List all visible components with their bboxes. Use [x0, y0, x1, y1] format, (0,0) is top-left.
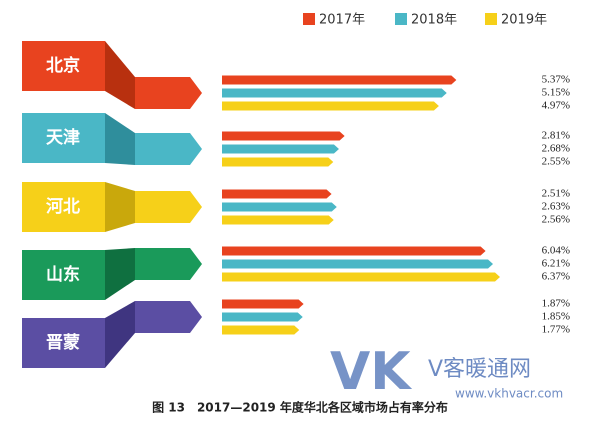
value-label: 1.87%	[542, 298, 570, 310]
value-label: 4.97%	[542, 100, 570, 112]
bar	[222, 101, 439, 111]
bar	[222, 189, 332, 199]
legend-label: 2017年	[319, 13, 365, 28]
ribbon-arrow	[135, 191, 202, 223]
ribbon-fold	[105, 113, 135, 165]
bar	[222, 259, 494, 269]
bar	[222, 88, 447, 98]
ribbon-box	[22, 318, 105, 368]
bar	[222, 312, 303, 322]
legend-label: 2019年	[501, 13, 547, 28]
bar	[222, 131, 345, 141]
value-label: 1.77%	[542, 324, 570, 336]
value-label: 2.55%	[542, 156, 570, 168]
watermark-logo: VK	[330, 342, 412, 402]
chart-title: 图 13 2017—2019 年度华北各区域市场占有率分布	[152, 400, 448, 415]
category-label: 北京	[46, 55, 80, 76]
ribbon-box	[22, 113, 105, 163]
bar	[222, 202, 337, 212]
bar	[222, 75, 457, 85]
value-label: 2.68%	[542, 143, 570, 155]
ribbon-box	[22, 41, 105, 91]
ribbon-arrow	[135, 248, 202, 280]
bar	[222, 299, 304, 309]
value-label: 2.81%	[542, 130, 570, 142]
ribbon-fold	[105, 248, 135, 300]
ribbon-fold	[105, 41, 135, 109]
ribbon-box	[22, 182, 105, 232]
legend-swatch	[485, 13, 497, 25]
value-label: 5.15%	[542, 87, 570, 99]
ribbon-arrow	[135, 133, 202, 165]
value-label: 1.85%	[542, 311, 570, 323]
bar	[222, 157, 334, 167]
bar	[222, 325, 300, 335]
watermark-name: V客暖通网	[428, 357, 531, 382]
category-label: 天津	[46, 127, 80, 148]
value-label: 6.21%	[542, 258, 570, 270]
legend-swatch	[395, 13, 407, 25]
value-label: 2.51%	[542, 188, 570, 200]
bar	[222, 144, 339, 154]
bar	[222, 246, 486, 256]
category-label: 山东	[46, 264, 80, 285]
category-label: 晋蒙	[46, 332, 80, 353]
ribbon-fold	[105, 301, 135, 368]
value-label: 2.56%	[542, 214, 570, 226]
value-label: 5.37%	[542, 74, 570, 86]
value-label: 6.04%	[542, 245, 570, 257]
value-label: 2.63%	[542, 201, 570, 213]
ribbon-fold	[105, 182, 135, 232]
ribbon-arrow	[135, 77, 202, 109]
value-label: 6.37%	[542, 271, 570, 283]
watermark-url: www.vkhvacr.com	[455, 387, 563, 401]
ribbon-box	[22, 250, 105, 300]
bar	[222, 215, 334, 225]
category-label: 河北	[46, 197, 80, 217]
legend-label: 2018年	[411, 13, 457, 28]
legend-swatch	[303, 13, 315, 25]
bar	[222, 272, 500, 282]
ribbon-arrow	[135, 301, 202, 333]
